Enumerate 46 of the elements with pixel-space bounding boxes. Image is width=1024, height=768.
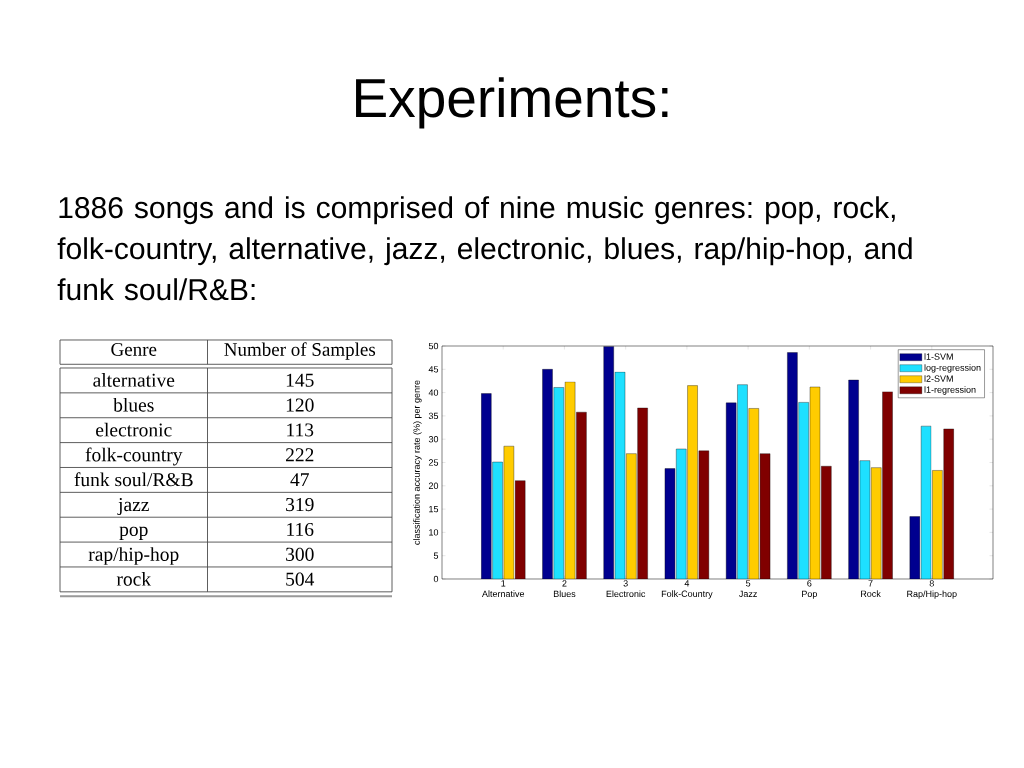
y-tick-label: 45 [428, 366, 439, 373]
category-label: jazz [117, 498, 149, 516]
text: Genre [111, 343, 157, 356]
x-tick-label: 3 Electronic [606, 580, 646, 598]
data-label: 222 [285, 448, 314, 462]
data-label: 300 [286, 547, 314, 561]
category-label: electronic [96, 422, 172, 437]
category-label: rap/hip-hop [88, 547, 179, 565]
x-tick-label: 1 Alternative [481, 580, 525, 597]
y-tick-label: 50 [428, 342, 439, 350]
y-tick-label: 40 [428, 389, 439, 396]
x-tick-label: 4 Folk-Country [661, 580, 713, 599]
category-label: blues [113, 397, 154, 412]
category-label: funk soul/R&B [74, 472, 193, 487]
legend-label: log-regression [924, 364, 981, 373]
category-label: folk-country [85, 447, 183, 466]
category-label: rock [116, 572, 152, 586]
x-tick-label: 8 Rap/Hip-hop [907, 580, 957, 599]
y-tick-label: 10 [429, 529, 439, 536]
data-label: 120 [286, 398, 314, 412]
data-label: 47 [290, 473, 309, 487]
legend-label: l1-regression [924, 386, 976, 395]
legend-label: l2-SVM [924, 375, 953, 382]
text: Number of Samples [224, 342, 376, 360]
category-label: pop [119, 526, 148, 540]
y-axis-title: classification accuracy rate (%) per genre [413, 380, 422, 545]
text: 1886 songs and is comprised of nine music genres: pop, rock, folk-country, alternative, jazz, electronic, blues, rap/hip-hop, and funk soul/R&B: [57, 196, 912, 301]
x-tick-label: 6 Pop [802, 580, 817, 599]
data-label: 319 [286, 498, 314, 512]
y-tick-label: 15 [429, 505, 439, 513]
legend-label: l1-SVM [924, 353, 953, 360]
data-label: 116 [287, 522, 314, 536]
y-tick-label: 5 [433, 552, 439, 559]
y-tick-label: 25 [428, 459, 439, 466]
data-label: 504 [286, 572, 315, 586]
y-tick-label: 20 [428, 482, 439, 489]
data-label: 113 [287, 423, 314, 437]
y-tick-label: 35 [428, 412, 439, 420]
data-label: 145 [286, 373, 314, 387]
y-tick-label: 0 [433, 575, 439, 583]
x-tick-label: 2 Blues [553, 580, 576, 598]
y-tick-label: 30 [428, 436, 439, 443]
x-tick-label: 5 Jazz [739, 580, 757, 597]
category-label: alternative [93, 373, 175, 387]
text: Experiments: [356, 77, 668, 129]
x-tick-label: 7 Rock [861, 580, 881, 597]
